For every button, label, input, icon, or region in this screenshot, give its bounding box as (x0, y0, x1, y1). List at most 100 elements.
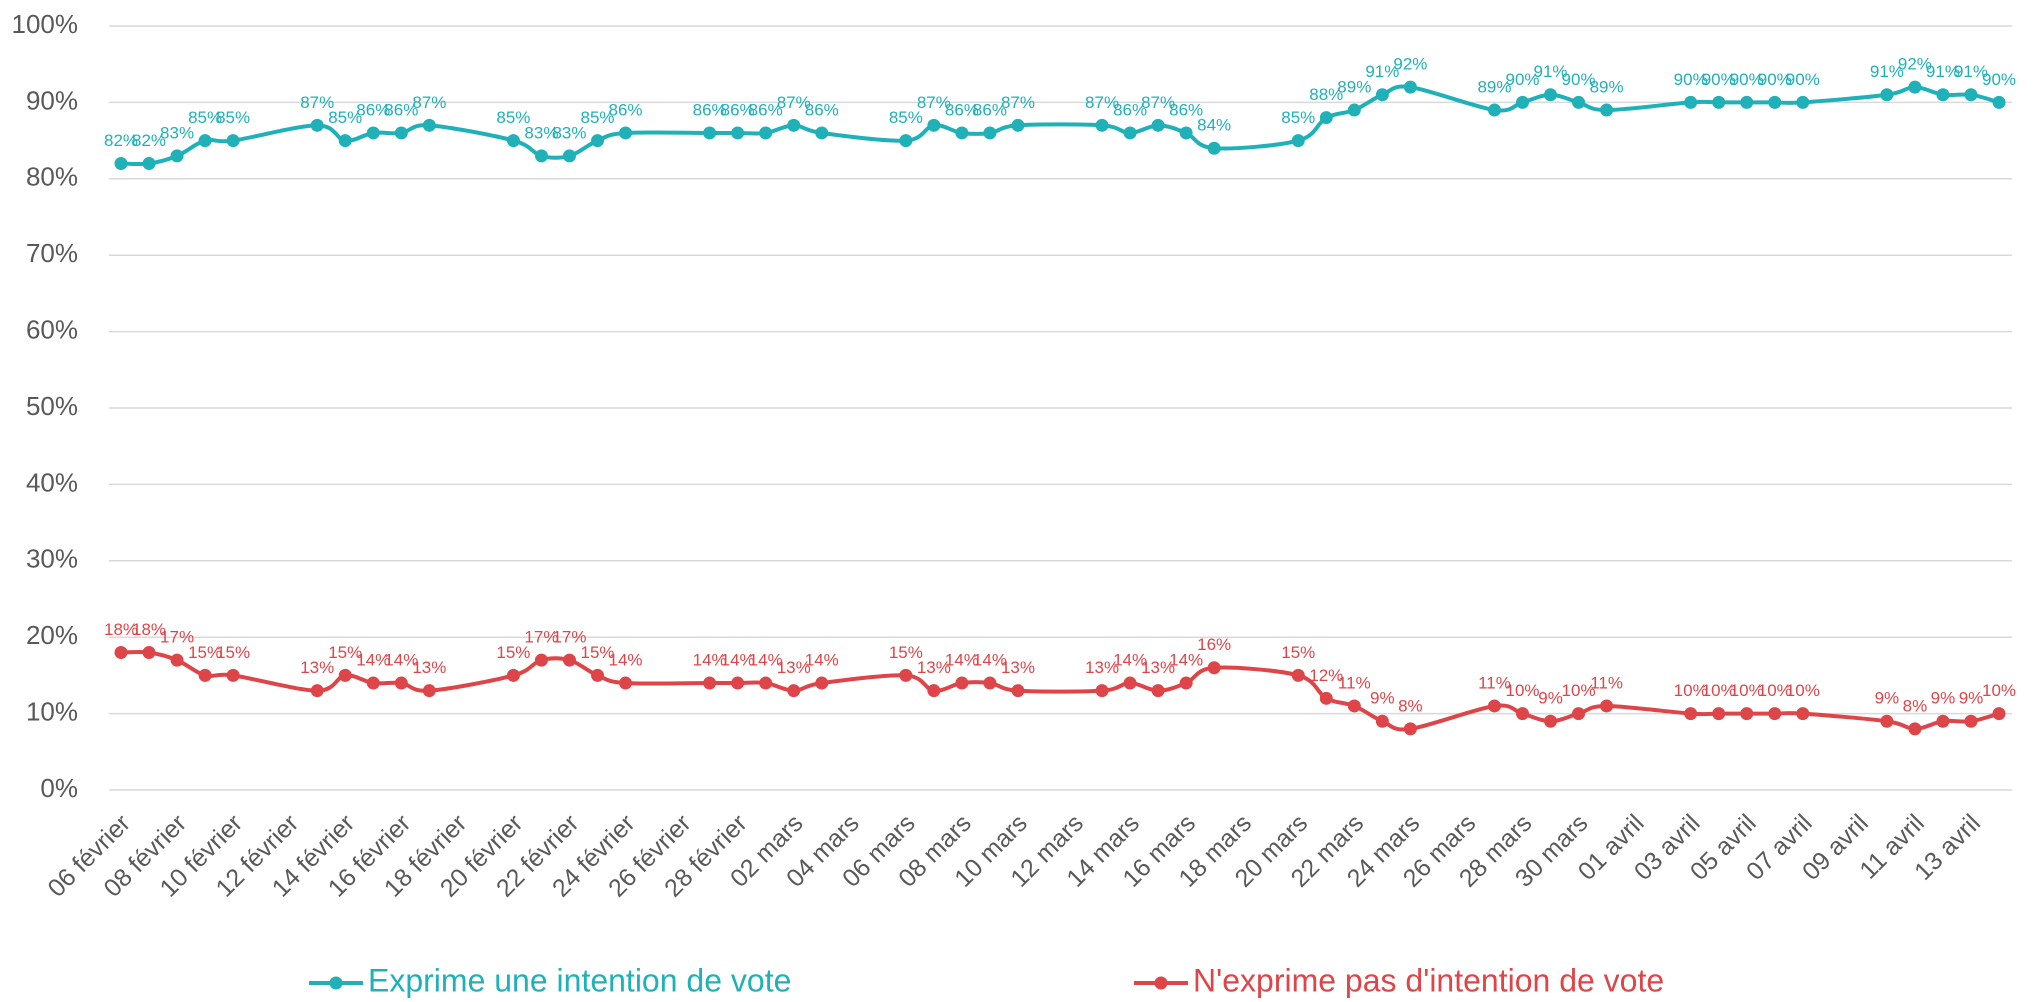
data-label: 17% (524, 628, 558, 647)
y-tick-label: 100% (12, 9, 79, 39)
point (226, 134, 240, 148)
point (983, 126, 997, 140)
point (1375, 714, 1389, 728)
y-tick-label: 70% (26, 238, 78, 268)
point (310, 118, 324, 132)
data-label: 87% (412, 93, 446, 112)
point (1908, 80, 1922, 94)
point (310, 684, 324, 698)
point (142, 157, 156, 171)
point (1011, 118, 1025, 132)
data-label: 17% (160, 628, 194, 647)
point (1740, 95, 1754, 109)
y-tick-label: 50% (26, 391, 78, 421)
data-label: 13% (777, 658, 811, 677)
point (1123, 676, 1137, 690)
point (534, 149, 548, 163)
point (787, 684, 801, 698)
point (422, 684, 436, 698)
legend-label: N'exprime pas d'intention de vote (1193, 962, 1664, 998)
data-label: 14% (749, 651, 783, 670)
data-label: 91% (1365, 62, 1399, 81)
point (1740, 707, 1754, 721)
data-label: 91% (1534, 62, 1568, 81)
data-label: 91% (1870, 62, 1904, 81)
data-label: 85% (188, 108, 222, 127)
data-label: 86% (609, 100, 643, 119)
point (1572, 707, 1586, 721)
data-label: 16% (1197, 635, 1231, 654)
point (1319, 691, 1333, 705)
data-label: 90% (1982, 70, 2016, 89)
point (1992, 95, 2006, 109)
point (927, 684, 941, 698)
point (703, 676, 717, 690)
point (1347, 699, 1361, 713)
data-label: 14% (609, 651, 643, 670)
data-label: 14% (384, 651, 418, 670)
data-label: 85% (496, 108, 530, 127)
data-label: 15% (1281, 643, 1315, 662)
data-label: 9% (1538, 689, 1563, 708)
data-label: 10% (1702, 681, 1736, 700)
data-label: 85% (580, 108, 614, 127)
data-label: 91% (1926, 62, 1960, 81)
point (1207, 661, 1221, 675)
point (1291, 134, 1305, 148)
data-label: 86% (973, 100, 1007, 119)
data-label: 86% (749, 100, 783, 119)
point (899, 668, 913, 682)
point (170, 653, 184, 667)
point (1880, 88, 1894, 102)
data-label: 15% (216, 643, 250, 662)
data-label: 86% (384, 100, 418, 119)
data-label: 9% (1931, 689, 1956, 708)
data-label: 83% (552, 123, 586, 142)
data-label: 10% (1786, 681, 1820, 700)
point (759, 676, 773, 690)
data-label: 15% (580, 643, 614, 662)
point (1516, 95, 1529, 109)
data-label: 87% (1001, 93, 1035, 112)
point (506, 668, 520, 682)
data-label: 14% (973, 651, 1007, 670)
point (1600, 103, 1614, 117)
data-label: 18% (132, 620, 166, 639)
data-label: 10% (1562, 681, 1596, 700)
data-label: 90% (1758, 70, 1792, 89)
y-tick-label: 20% (26, 620, 78, 650)
data-label: 15% (188, 643, 222, 662)
point (1516, 707, 1529, 721)
data-label: 85% (328, 108, 362, 127)
data-label: 86% (945, 100, 979, 119)
data-label: 14% (721, 651, 755, 670)
point (1375, 88, 1389, 102)
data-label: 87% (777, 93, 811, 112)
legend-marker (1154, 976, 1168, 990)
data-label: 88% (1309, 85, 1343, 104)
point (1908, 722, 1922, 736)
point (619, 676, 633, 690)
data-label: 13% (1085, 658, 1119, 677)
data-label: 8% (1903, 696, 1928, 715)
point (1544, 88, 1558, 102)
y-tick-label: 0% (40, 773, 78, 803)
data-label: 18% (104, 620, 138, 639)
point (1347, 103, 1361, 117)
data-label: 14% (1113, 651, 1147, 670)
point (1936, 714, 1950, 728)
data-label: 83% (160, 123, 194, 142)
point (1011, 684, 1025, 698)
point (1600, 699, 1614, 713)
point (1291, 668, 1305, 682)
data-label: 83% (524, 123, 558, 142)
point (1936, 88, 1950, 102)
data-label: 13% (412, 658, 446, 677)
data-label: 87% (917, 93, 951, 112)
data-label: 15% (889, 643, 923, 662)
point (1992, 707, 2006, 721)
point (1179, 126, 1193, 140)
data-label: 8% (1398, 696, 1423, 715)
point (1179, 676, 1193, 690)
